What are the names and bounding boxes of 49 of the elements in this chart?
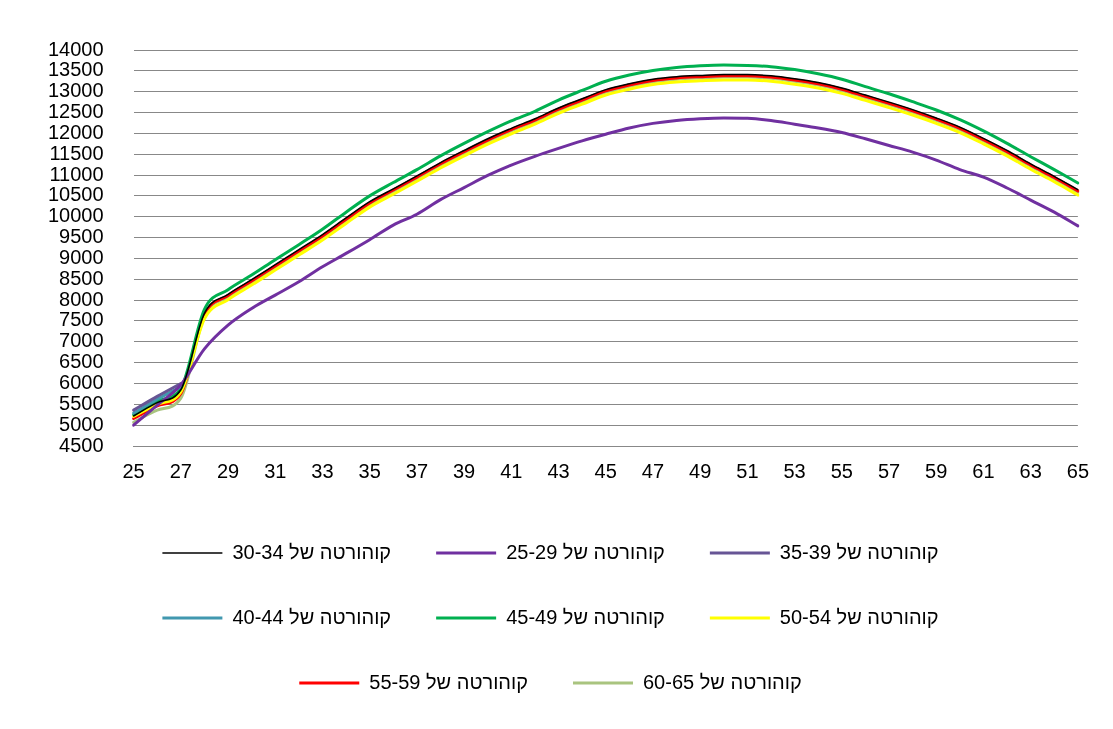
y-tick-label: 5000 — [59, 412, 104, 435]
x-tick-label: 65 — [1066, 459, 1089, 482]
y-tick-label: 7000 — [59, 329, 104, 352]
x-tick-label: 43 — [547, 459, 570, 482]
x-tick-label: 49 — [689, 459, 712, 482]
x-tick-label: 45 — [594, 459, 617, 482]
y-tick-label: 14000 — [47, 37, 104, 60]
x-tick-label: 51 — [736, 459, 759, 482]
y-tick-label: 13500 — [47, 58, 104, 81]
legend-label: קוהורטה של 45-49 — [506, 605, 665, 628]
y-tick-label: 12500 — [47, 100, 104, 123]
y-tick-label: 13000 — [47, 79, 104, 102]
legend-label: קוהורטה של 55-59 — [369, 670, 529, 693]
legend-label: קוהורטה של 30-34 — [232, 540, 392, 563]
x-tick-label: 29 — [216, 459, 240, 482]
y-tick-label: 6000 — [59, 370, 104, 393]
x-tick-label: 55 — [830, 459, 853, 482]
x-tick-label: 41 — [500, 459, 523, 482]
y-tick-label: 11000 — [49, 162, 104, 185]
y-tick-label: 6500 — [59, 350, 104, 373]
legend-label: קוהורטה של 50-54 — [779, 605, 939, 628]
x-tick-label: 61 — [972, 459, 995, 482]
x-tick-label: 63 — [1019, 459, 1042, 482]
y-tick-label: 9000 — [59, 245, 104, 268]
x-tick-label: 31 — [264, 459, 287, 482]
x-tick-label: 39 — [452, 459, 476, 482]
x-tick-label: 25 — [122, 459, 145, 482]
y-tick-label: 11500 — [49, 141, 104, 164]
x-tick-label: 59 — [925, 459, 948, 482]
y-tick-label: 4500 — [59, 433, 104, 456]
y-tick-label: 10000 — [47, 204, 104, 227]
legend-label: קוהורטה של 35-39 — [779, 540, 939, 563]
x-tick-label: 35 — [358, 459, 381, 482]
y-tick-label: 10500 — [47, 183, 104, 206]
x-tick-label: 47 — [641, 459, 665, 482]
y-tick-label: 7500 — [59, 308, 104, 331]
x-tick-label: 37 — [405, 459, 429, 482]
legend-label: קוהורטה של 60-65 — [643, 670, 802, 693]
y-tick-label: 8000 — [59, 287, 104, 310]
y-tick-label: 8500 — [59, 266, 104, 289]
legend-label: קוהורטה של 40-44 — [232, 605, 392, 628]
x-tick-label: 57 — [877, 459, 901, 482]
y-tick-label: 12000 — [47, 120, 104, 143]
y-tick-label: 5500 — [59, 391, 104, 414]
x-tick-label: 27 — [169, 459, 192, 482]
x-tick-label: 53 — [783, 459, 806, 482]
legend-label: קוהורטה של 25-29 — [506, 540, 665, 563]
y-tick-label: 9500 — [59, 225, 104, 248]
x-tick-label: 33 — [311, 459, 334, 482]
